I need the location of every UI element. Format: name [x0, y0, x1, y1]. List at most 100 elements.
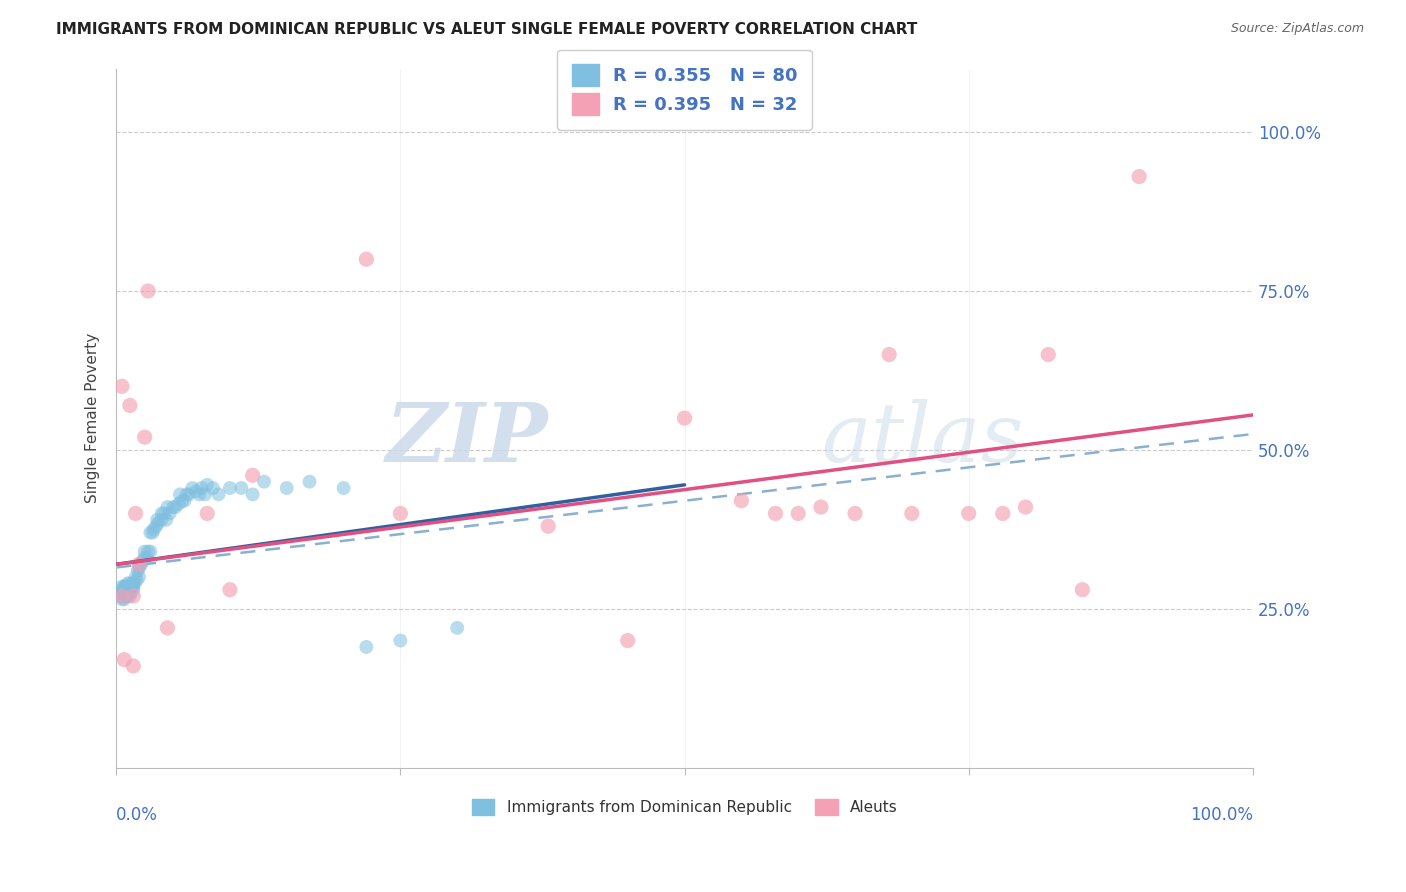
Point	[145, 519, 167, 533]
Point	[276, 481, 298, 495]
Point	[253, 475, 276, 489]
Point	[991, 507, 1014, 521]
Point	[111, 592, 134, 607]
Point	[1128, 169, 1150, 184]
Point	[195, 478, 218, 492]
Point	[136, 284, 159, 298]
Point	[150, 507, 173, 521]
Point	[111, 580, 134, 594]
Point	[172, 493, 194, 508]
Point	[1038, 347, 1060, 361]
Point	[190, 481, 212, 495]
Point	[129, 558, 152, 572]
Point	[153, 507, 176, 521]
Point	[901, 507, 924, 521]
Point	[134, 551, 156, 566]
Point	[128, 558, 150, 572]
Point	[117, 576, 139, 591]
Text: IMMIGRANTS FROM DOMINICAN REPUBLIC VS ALEUT SINGLE FEMALE POVERTY CORRELATION CH: IMMIGRANTS FROM DOMINICAN REPUBLIC VS AL…	[56, 22, 918, 37]
Text: ZIP: ZIP	[385, 399, 548, 479]
Point	[195, 507, 218, 521]
Point	[844, 507, 866, 521]
Point	[181, 481, 204, 495]
Legend: Immigrants from Dominican Republic, Aleuts: Immigrants from Dominican Republic, Aleu…	[464, 792, 905, 823]
Text: 100.0%: 100.0%	[1189, 806, 1253, 824]
Point	[142, 522, 165, 536]
Point	[122, 589, 145, 603]
Point	[1071, 582, 1094, 597]
Point	[131, 554, 153, 568]
Point	[446, 621, 468, 635]
Point	[184, 484, 207, 499]
Point	[120, 586, 142, 600]
Point	[356, 640, 378, 654]
Point	[765, 507, 787, 521]
Point	[242, 487, 264, 501]
Point	[128, 560, 150, 574]
Point	[162, 500, 184, 514]
Point	[112, 592, 135, 607]
Point	[111, 586, 134, 600]
Point	[122, 580, 145, 594]
Text: 0.0%: 0.0%	[117, 806, 157, 824]
Point	[139, 525, 162, 540]
Point	[810, 500, 832, 514]
Point	[156, 621, 179, 635]
Point	[111, 589, 134, 603]
Point	[673, 411, 696, 425]
Point	[112, 653, 135, 667]
Point	[159, 507, 181, 521]
Point	[114, 580, 136, 594]
Point	[118, 582, 141, 597]
Point	[114, 586, 136, 600]
Point	[194, 487, 217, 501]
Point	[122, 576, 145, 591]
Point	[150, 513, 173, 527]
Point	[114, 582, 136, 597]
Point	[389, 633, 412, 648]
Text: atlas: atlas	[821, 399, 1024, 479]
Point	[167, 497, 190, 511]
Point	[136, 544, 159, 558]
Point	[124, 507, 146, 521]
Point	[298, 475, 321, 489]
Point	[219, 481, 242, 495]
Point	[356, 252, 378, 267]
Point	[120, 580, 142, 594]
Point	[242, 468, 264, 483]
Point	[201, 481, 224, 495]
Point	[115, 580, 138, 594]
Point	[122, 582, 145, 597]
Point	[127, 564, 149, 578]
Point	[219, 582, 242, 597]
Point	[117, 586, 139, 600]
Point	[177, 487, 200, 501]
Point	[112, 586, 135, 600]
Y-axis label: Single Female Poverty: Single Female Poverty	[86, 333, 100, 503]
Point	[112, 582, 135, 597]
Point	[117, 582, 139, 597]
Point	[128, 570, 150, 584]
Point	[957, 507, 980, 521]
Point	[1014, 500, 1036, 514]
Point	[115, 582, 138, 597]
Text: Source: ZipAtlas.com: Source: ZipAtlas.com	[1230, 22, 1364, 36]
Point	[117, 580, 139, 594]
Point	[231, 481, 253, 495]
Point	[165, 500, 187, 514]
Point	[207, 487, 229, 501]
Point	[877, 347, 900, 361]
Point	[537, 519, 560, 533]
Point	[169, 487, 191, 501]
Point	[122, 659, 145, 673]
Point	[176, 487, 198, 501]
Point	[134, 430, 156, 444]
Point	[389, 507, 412, 521]
Point	[730, 493, 752, 508]
Point	[616, 633, 638, 648]
Point	[134, 544, 156, 558]
Point	[142, 525, 165, 540]
Point	[124, 570, 146, 584]
Point	[111, 379, 134, 393]
Point	[139, 544, 162, 558]
